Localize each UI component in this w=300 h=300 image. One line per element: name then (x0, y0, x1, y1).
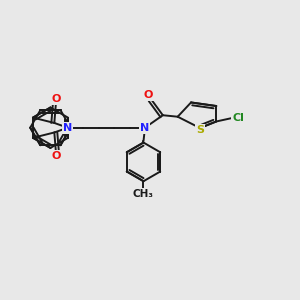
Text: O: O (51, 94, 61, 104)
Text: S: S (196, 125, 204, 135)
Text: O: O (51, 151, 61, 161)
Text: N: N (63, 123, 72, 133)
Text: Cl: Cl (232, 113, 244, 123)
Text: O: O (144, 90, 153, 100)
Text: N: N (140, 123, 150, 133)
Text: CH₃: CH₃ (133, 189, 154, 199)
